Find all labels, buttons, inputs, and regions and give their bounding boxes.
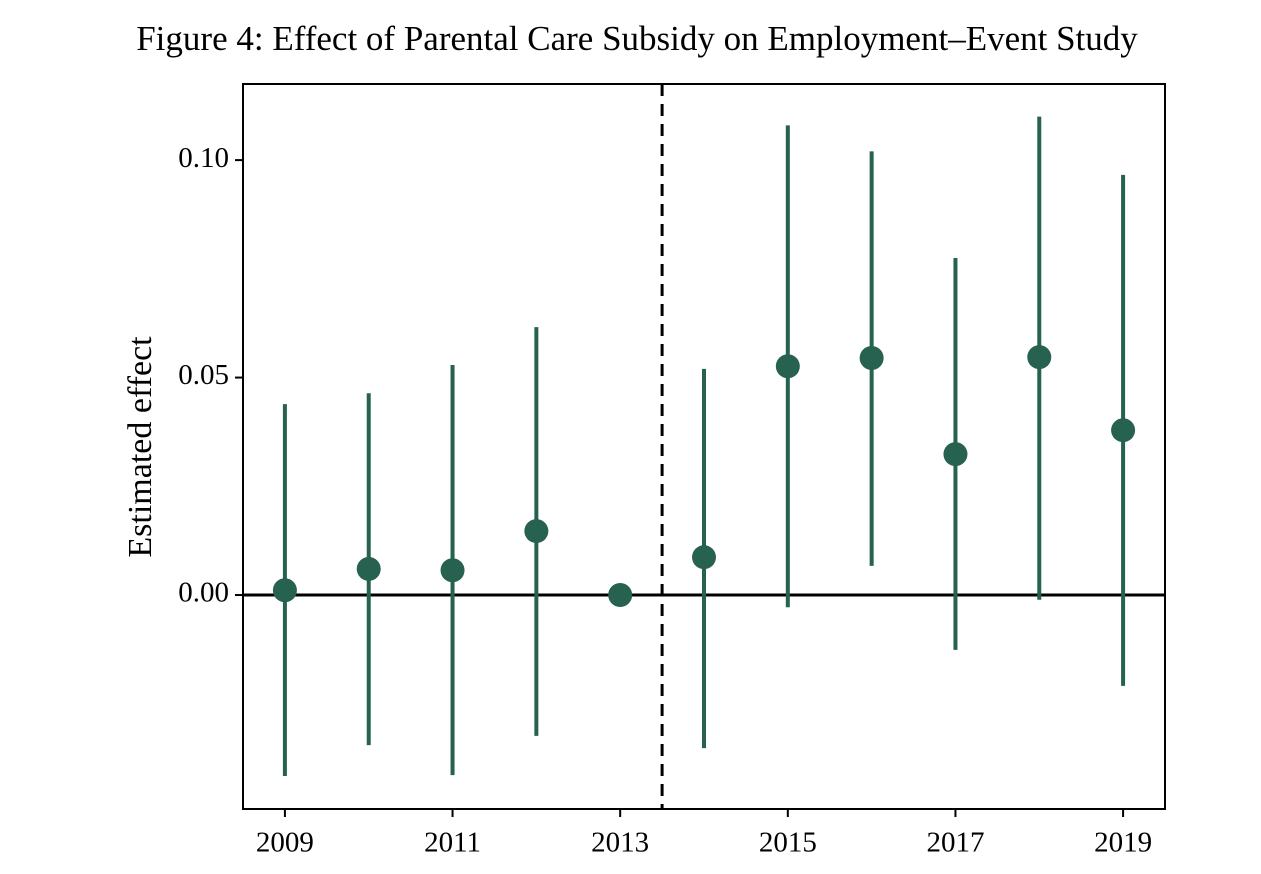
y-tick-label: 0.10 (178, 142, 229, 174)
x-tick-label: 2013 (591, 827, 649, 859)
point (608, 583, 633, 608)
point (272, 578, 297, 603)
x-tick-label: 2015 (759, 827, 817, 859)
plot-frame (242, 83, 1166, 810)
point (943, 442, 968, 467)
point (692, 545, 716, 570)
y-tick-label: 0.05 (178, 359, 229, 391)
x-tick-label: 2019 (1094, 827, 1152, 859)
y-axis-label: Estimated effect (122, 336, 159, 558)
point (859, 345, 884, 370)
point (1027, 345, 1052, 370)
chart-title: Figure 4: Effect of Parental Care Subsid… (136, 19, 1138, 58)
x-tick-label: 2017 (926, 827, 984, 859)
x-tick-label: 2011 (424, 827, 481, 859)
point (775, 354, 800, 379)
x-tick-label: 2009 (256, 827, 314, 859)
point (440, 558, 465, 583)
point (524, 519, 549, 544)
y-tick-label: 0.00 (178, 577, 229, 609)
point (356, 556, 381, 581)
point (1111, 418, 1136, 443)
